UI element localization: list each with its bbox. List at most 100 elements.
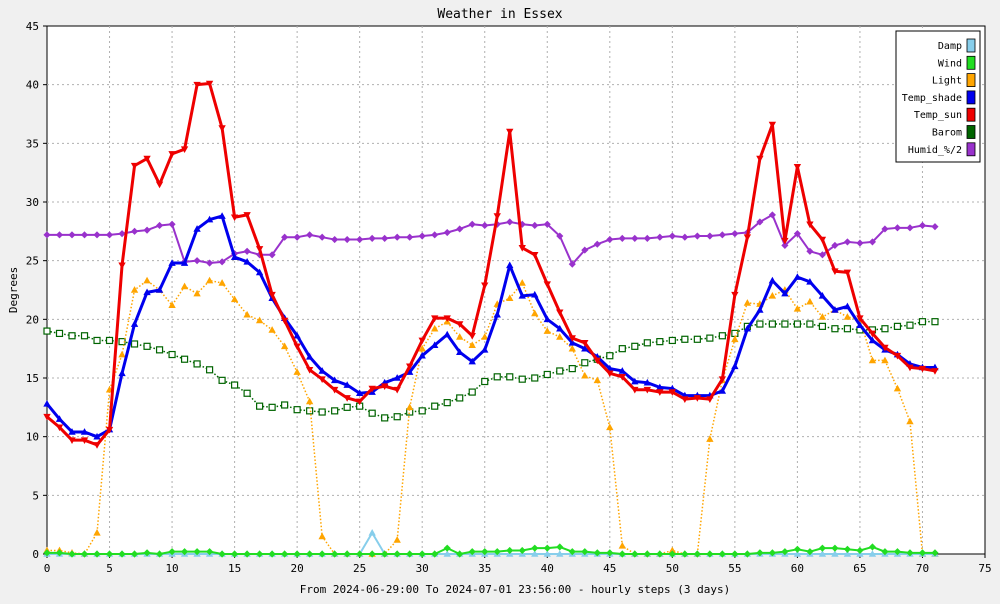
data-point <box>831 325 839 333</box>
y-tick-label: 20 <box>26 313 39 326</box>
data-point <box>568 335 576 342</box>
data-point <box>193 360 201 368</box>
data-point <box>643 378 651 386</box>
data-point <box>493 373 501 381</box>
data-point <box>706 232 714 240</box>
data-point <box>718 332 726 340</box>
data-point <box>906 549 914 557</box>
data-point <box>230 214 239 222</box>
data-point <box>231 381 239 389</box>
data-point <box>306 407 314 415</box>
data-point <box>105 336 114 345</box>
data-point <box>581 371 589 379</box>
data-point <box>931 318 939 326</box>
data-point <box>468 388 476 396</box>
data-point <box>356 550 364 558</box>
data-point <box>218 125 226 132</box>
data-point <box>481 346 489 353</box>
data-point <box>43 231 51 239</box>
data-point <box>268 403 276 411</box>
data-point <box>806 548 814 556</box>
data-point <box>143 155 151 163</box>
data-point <box>43 549 51 557</box>
data-point <box>743 299 752 306</box>
data-point <box>193 225 201 232</box>
data-point <box>406 363 414 371</box>
data-point <box>218 550 226 558</box>
data-point <box>105 426 114 434</box>
data-point <box>768 121 777 129</box>
data-point <box>243 550 251 558</box>
data-point <box>893 384 902 392</box>
data-point <box>768 276 777 284</box>
data-point <box>130 550 139 558</box>
data-point <box>481 333 489 340</box>
data-point <box>843 550 852 557</box>
data-point <box>693 550 701 558</box>
series-temp-sun <box>43 80 939 449</box>
data-point <box>531 290 539 298</box>
y-axis-label: Degrees <box>7 267 20 313</box>
data-point <box>393 233 401 241</box>
data-point <box>818 292 827 299</box>
data-point <box>43 413 51 421</box>
data-point <box>205 276 214 284</box>
data-point <box>743 324 752 332</box>
data-point <box>418 337 426 345</box>
data-point <box>806 320 814 328</box>
data-point <box>931 549 939 557</box>
data-point <box>181 548 189 556</box>
data-point <box>443 550 451 557</box>
series-line-temp-shade <box>45 214 935 439</box>
data-point <box>718 376 727 383</box>
data-point <box>893 352 902 360</box>
data-point <box>180 259 189 266</box>
data-point <box>143 276 151 284</box>
data-point <box>456 225 464 233</box>
data-point <box>731 230 739 238</box>
data-point <box>518 546 526 555</box>
data-point <box>518 375 526 383</box>
data-point <box>130 286 139 293</box>
data-point <box>493 213 501 220</box>
data-point <box>393 413 401 421</box>
data-point <box>418 550 426 558</box>
data-point <box>843 302 852 310</box>
data-point <box>531 252 539 259</box>
data-point <box>668 550 676 558</box>
data-point <box>293 233 301 241</box>
data-point <box>381 414 389 422</box>
data-point <box>143 226 151 234</box>
data-point <box>168 301 176 309</box>
data-point <box>868 356 877 364</box>
data-point <box>756 218 764 226</box>
data-point <box>381 383 389 391</box>
data-point <box>831 268 839 276</box>
data-point <box>431 402 439 410</box>
data-point <box>581 359 589 367</box>
data-point <box>168 259 176 266</box>
data-point <box>918 318 927 326</box>
data-point <box>118 262 126 270</box>
data-point <box>793 550 802 557</box>
data-point <box>355 389 364 397</box>
data-point <box>55 329 64 338</box>
data-point <box>431 324 439 332</box>
data-point <box>531 374 539 382</box>
data-point <box>906 321 914 329</box>
data-point <box>518 244 526 252</box>
data-point <box>568 548 576 556</box>
data-point <box>268 550 276 558</box>
series-barom <box>43 318 939 422</box>
data-point <box>318 532 326 540</box>
data-point <box>893 322 902 330</box>
data-point <box>481 221 489 230</box>
data-point <box>781 289 789 297</box>
data-point <box>80 550 89 558</box>
data-point <box>243 310 251 318</box>
data-point <box>806 277 814 285</box>
data-point <box>756 306 764 313</box>
data-point <box>581 340 589 347</box>
data-point <box>618 367 626 374</box>
data-point <box>543 220 551 228</box>
